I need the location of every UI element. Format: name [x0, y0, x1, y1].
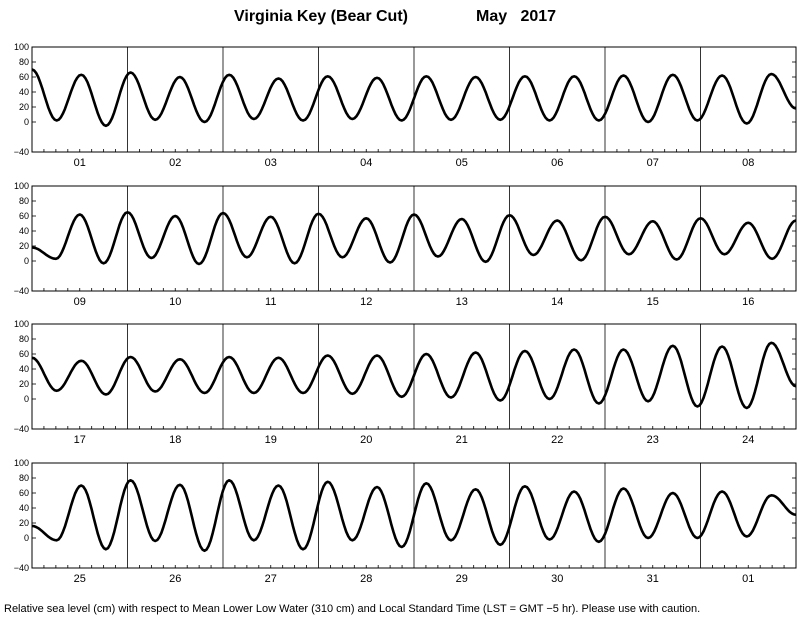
y-tick-label: 80: [19, 196, 29, 206]
panel-1: 100 80 60 40 20 0 −40 01 02 03 04 05 06 07 08: [14, 42, 797, 169]
y-tick-label: 60: [19, 72, 29, 82]
period-title: May 2017: [476, 8, 556, 25]
day-label: 06: [551, 157, 563, 169]
day-label: 16: [742, 296, 754, 308]
day-label: 22: [551, 434, 563, 446]
day-label: 05: [456, 157, 468, 169]
y-tick-label: 40: [19, 87, 29, 97]
y-tick-label: 60: [19, 349, 29, 359]
day-label: 04: [360, 157, 372, 169]
day-label: 01: [74, 157, 86, 169]
day-label: 27: [265, 573, 277, 585]
day-label: 03: [265, 157, 277, 169]
day-label: 10: [169, 296, 181, 308]
y-tick-label: 0: [24, 117, 29, 127]
day-label: 21: [456, 434, 468, 446]
y-tick-label: −40: [14, 424, 29, 434]
day-label: 29: [456, 573, 468, 585]
y-tick-label: 80: [19, 334, 29, 344]
y-tick-label: 100: [14, 458, 29, 468]
y-tick-label: 80: [19, 473, 29, 483]
y-tick-label: −40: [14, 286, 29, 296]
y-tick-label: 20: [19, 102, 29, 112]
day-label: 31: [647, 573, 659, 585]
day-label: 18: [169, 434, 181, 446]
day-label: 25: [74, 573, 86, 585]
day-label: 12: [360, 296, 372, 308]
y-tick-label: 80: [19, 57, 29, 67]
day-label: 02: [169, 157, 181, 169]
day-label: 30: [551, 573, 563, 585]
day-label: 28: [360, 573, 372, 585]
day-label: 19: [265, 434, 277, 446]
day-label: 13: [456, 296, 468, 308]
panel-3: 100 80 60 40 20 0 −40 17 18 19 20 21 22 23 24: [14, 319, 797, 446]
day-label: 09: [74, 296, 86, 308]
y-tick-label: 40: [19, 503, 29, 513]
day-label: 08: [742, 157, 754, 169]
day-label: 07: [647, 157, 659, 169]
y-tick-label: 100: [14, 319, 29, 329]
y-tick-label: 20: [19, 518, 29, 528]
y-tick-label: 60: [19, 488, 29, 498]
footer-note: Relative sea level (cm) with respect to …: [4, 603, 700, 615]
y-tick-label: 60: [19, 211, 29, 221]
panel-4: 100 80 60 40 20 0 −40 25 26 27 28 29 30 31 01: [14, 458, 797, 585]
y-tick-label: −40: [14, 563, 29, 573]
y-tick-label: 0: [24, 256, 29, 266]
panel-2: 100 80 60 40 20 0 −40 09 10 11 12 13 14 15 16: [14, 181, 797, 308]
station-title: Virginia Key (Bear Cut): [234, 8, 408, 25]
tide-line: [31, 211, 797, 266]
day-label: 24: [742, 434, 754, 446]
y-tick-label: −40: [14, 147, 29, 157]
day-label: 20: [360, 434, 372, 446]
tide-line: [31, 68, 797, 128]
y-tick-label: 20: [19, 379, 29, 389]
day-label: 14: [551, 296, 563, 308]
y-tick-label: 40: [19, 226, 29, 236]
day-label: 26: [169, 573, 181, 585]
tide-line: [31, 341, 797, 410]
y-tick-label: 0: [24, 394, 29, 404]
y-tick-label: 0: [24, 533, 29, 543]
y-tick-label: 20: [19, 241, 29, 251]
day-label: 23: [647, 434, 659, 446]
day-label: 01: [742, 573, 754, 585]
y-tick-label: 100: [14, 181, 29, 191]
y-tick-label: 40: [19, 364, 29, 374]
day-label: 15: [647, 296, 659, 308]
day-label: 17: [74, 434, 86, 446]
y-tick-label: 100: [14, 42, 29, 52]
tide-line: [31, 479, 797, 553]
day-label: 11: [265, 296, 276, 308]
